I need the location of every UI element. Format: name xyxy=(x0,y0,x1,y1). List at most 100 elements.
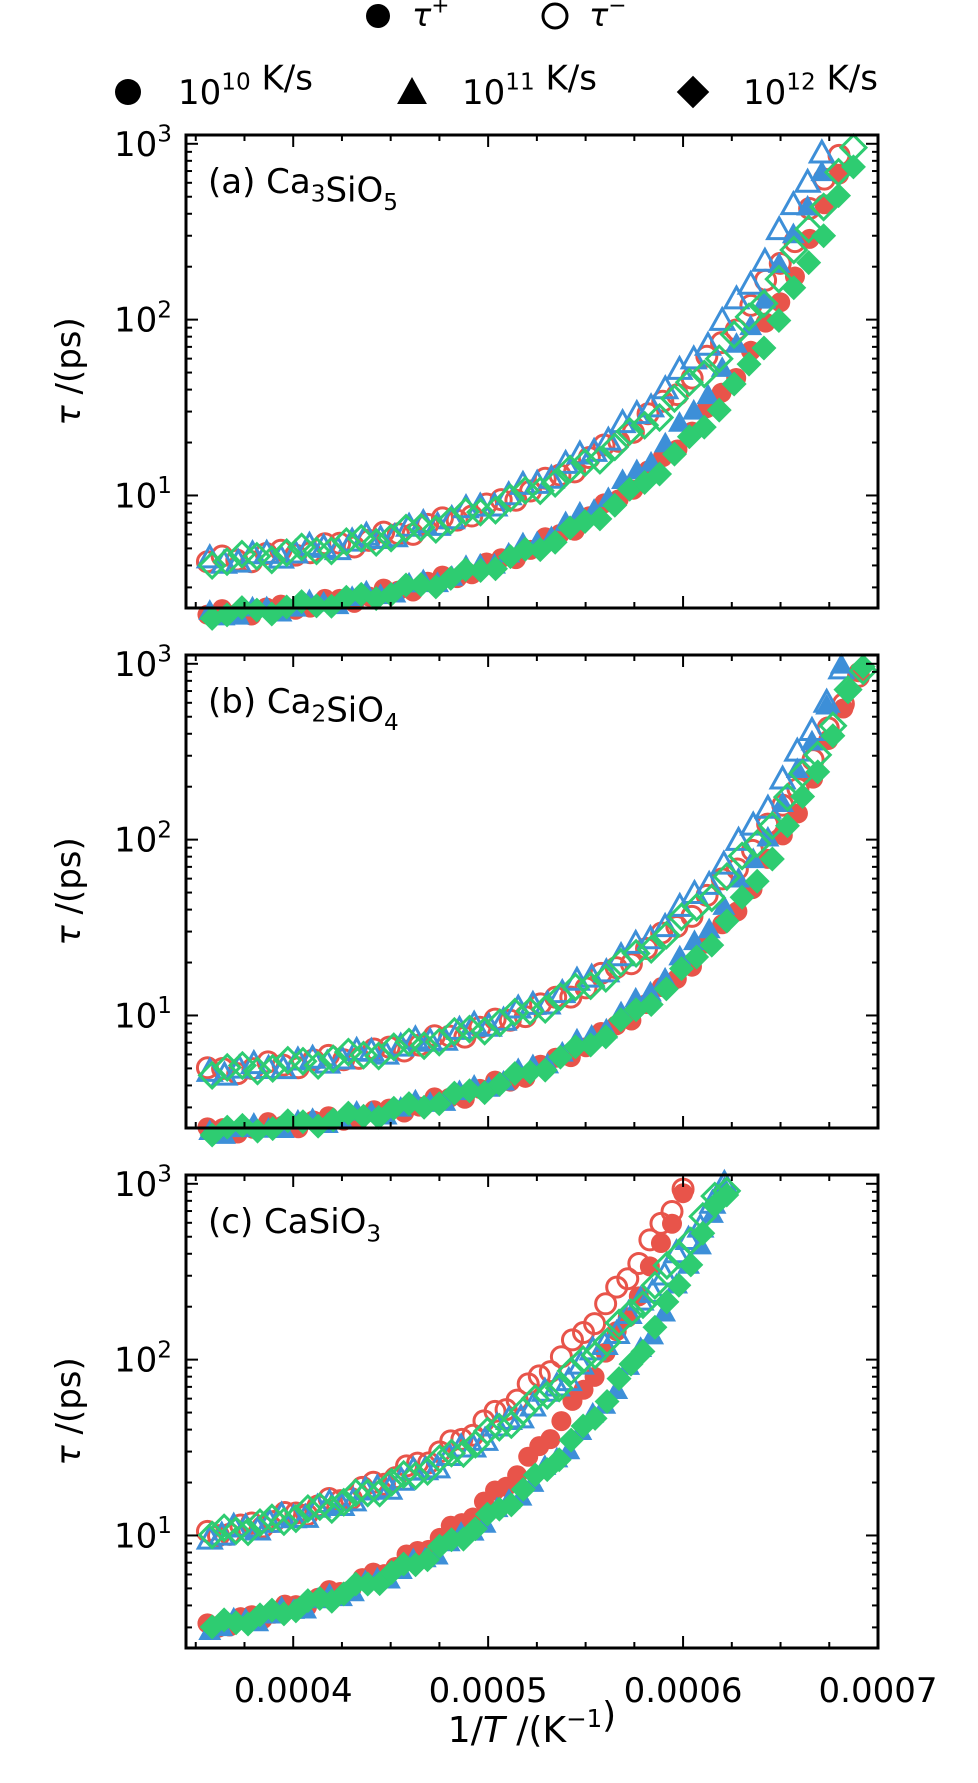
point-tau-minus-diamond xyxy=(640,1270,670,1300)
y-axis-label: τ /(ps) xyxy=(49,1357,89,1466)
point-tau-plus-triangle xyxy=(829,652,853,674)
legend-circle-marker xyxy=(115,79,141,105)
point-tau-plus-diamond xyxy=(690,1220,716,1246)
point-tau-plus-diamond xyxy=(759,846,785,872)
point-tau-minus-diamond xyxy=(353,1478,383,1508)
legend-rate-label-3: 1012 K/s xyxy=(743,59,878,113)
point-tau-plus-triangle xyxy=(682,398,706,420)
point-tau-plus-triangle xyxy=(638,980,662,1002)
point-tau-plus-diamond xyxy=(647,461,673,487)
point-tau-minus-diamond xyxy=(500,997,530,1027)
point-tau-minus-triangle xyxy=(709,849,738,875)
point-tau-minus-diamond xyxy=(532,1380,562,1410)
point-tau-minus-triangle xyxy=(693,330,723,356)
point-tau-minus-diamond xyxy=(361,527,391,558)
point-tau-plus-diamond xyxy=(729,884,755,910)
point-tau-plus-diamond xyxy=(811,223,837,249)
point-tau-minus-diamond xyxy=(424,1444,455,1474)
point-tau-minus-diamond xyxy=(592,1327,622,1357)
point-tau-plus-diamond xyxy=(661,441,687,467)
point-tau-minus-diamond xyxy=(568,1345,598,1375)
point-tau-minus-triangle xyxy=(724,825,753,851)
point-tau-plus-circle xyxy=(551,1411,572,1432)
point-tau-plus-diamond xyxy=(462,1516,488,1542)
point-tau-minus-diamond xyxy=(794,214,824,244)
panels: 101 102 103 τ /(ps) (a) Ca3SiO5 101 102 103 τ /(… xyxy=(49,122,937,1711)
panel-label: (b) Ca2SiO4 xyxy=(208,682,399,736)
point-tau-plus-circle xyxy=(584,1366,605,1387)
point-tau-minus-diamond xyxy=(472,1416,503,1446)
point-tau-minus-diamond xyxy=(515,996,545,1026)
point-tau-minus-diamond xyxy=(227,1050,258,1081)
point-tau-plus-diamond xyxy=(653,976,679,1002)
point-tau-minus-triangle xyxy=(636,392,666,418)
point-tau-plus-diamond xyxy=(691,414,717,440)
point-tau-minus-diamond xyxy=(272,538,302,568)
point-tau-minus-diamond xyxy=(616,1297,646,1328)
point-tau-plus-triangle xyxy=(724,332,748,353)
point-tau-minus-diamond xyxy=(570,448,600,478)
point-tau-plus-diamond xyxy=(546,1447,572,1473)
point-tau-plus-diamond xyxy=(630,1339,656,1365)
ticks xyxy=(186,1175,879,1648)
point-tau-minus-diamond xyxy=(576,971,606,1001)
point-tau-minus-diamond xyxy=(659,383,690,414)
point-tau-minus-diamond xyxy=(615,416,645,447)
point-tau-plus-diamond xyxy=(751,335,777,361)
point-tau-minus-diamond xyxy=(630,410,660,440)
point-tau-plus-diamond xyxy=(654,1289,680,1315)
point-tau-minus-circle xyxy=(483,1399,507,1423)
point-tau-minus-diamond xyxy=(303,1050,333,1080)
data-points xyxy=(195,652,878,1148)
y-tick-label: 102 xyxy=(114,1337,172,1380)
point-tau-minus-diamond xyxy=(644,402,675,433)
point-tau-plus-diamond xyxy=(408,572,434,598)
y-tick-label: 101 xyxy=(114,473,172,516)
point-tau-plus-diamond xyxy=(706,397,732,423)
panel-3: 101 102 103 τ /(ps) (c) CaSiO3 xyxy=(49,1162,880,1650)
point-tau-plus-diamond xyxy=(699,932,725,958)
point-tau-plus-diamond xyxy=(498,1492,524,1518)
point-tau-minus-diamond xyxy=(388,1459,419,1490)
point-tau-minus-diamond xyxy=(560,972,591,1002)
point-tau-minus-diamond xyxy=(269,1507,299,1537)
data-points xyxy=(195,133,869,631)
point-tau-minus-circle xyxy=(594,1292,618,1316)
point-tau-minus-diamond xyxy=(779,235,809,265)
point-tau-minus-diamond xyxy=(465,497,496,527)
point-tau-plus-diamond xyxy=(532,1057,558,1083)
point-tau-minus-diamond xyxy=(391,513,421,543)
point-tau-plus-diamond xyxy=(608,1007,634,1033)
point-tau-plus-diamond xyxy=(482,556,508,582)
point-tau-plus-diamond xyxy=(721,371,747,397)
point-tau-minus-diamond xyxy=(530,994,560,1025)
point-tau-plus-diamond xyxy=(678,1252,704,1278)
point-tau-minus-diamond xyxy=(286,532,317,562)
point-tau-minus-diamond xyxy=(331,526,361,557)
point-tau-minus-circle xyxy=(768,251,792,275)
point-tau-minus-diamond xyxy=(346,523,376,554)
point-tau-plus-diamond xyxy=(502,1060,528,1086)
panel-label: (a) Ca3SiO5 xyxy=(208,162,398,216)
legend-tau-label-2: τ− xyxy=(589,0,627,34)
point-tau-minus-circle xyxy=(616,1267,640,1291)
y-tick-label: 102 xyxy=(114,297,172,340)
point-tau-minus-diamond xyxy=(400,1461,431,1491)
point-tau-plus-triangle xyxy=(781,222,805,244)
point-tau-minus-diamond xyxy=(281,1504,311,1534)
point-tau-minus-diamond xyxy=(293,1493,323,1524)
point-tau-minus-diamond xyxy=(197,1520,227,1550)
legend-tau: τ+ τ− xyxy=(366,0,627,34)
point-tau-minus-triangle xyxy=(679,344,708,370)
point-tau-plus-triangle xyxy=(668,410,692,432)
y-tick-label: 101 xyxy=(114,993,172,1036)
point-tau-plus-triangle xyxy=(753,287,777,309)
point-tau-plus-triangle xyxy=(810,160,834,182)
point-tau-minus-diamond xyxy=(212,547,242,577)
point-tau-minus-triangle xyxy=(224,547,253,573)
point-tau-plus-triangle xyxy=(800,729,824,751)
legend-cooling-rates: 1010 K/s 1011 K/s 1012 K/s xyxy=(115,59,878,113)
point-tau-plus-diamond xyxy=(668,956,694,982)
point-tau-minus-diamond xyxy=(525,476,555,506)
point-tau-minus-diamond xyxy=(288,1046,318,1076)
